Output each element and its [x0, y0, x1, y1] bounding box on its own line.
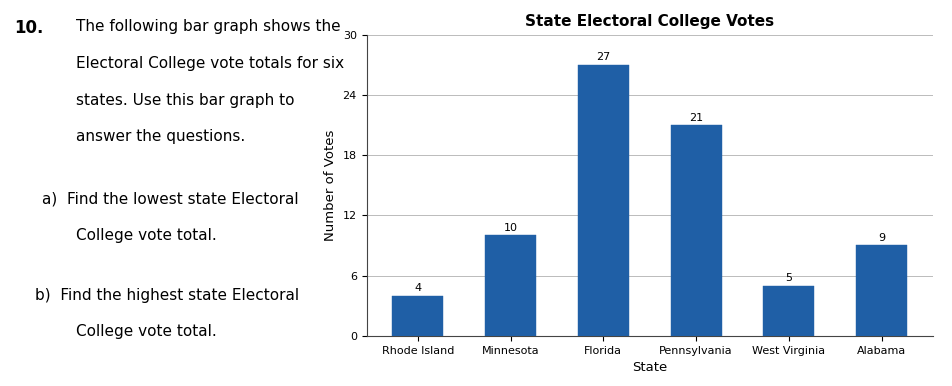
Bar — [578, 65, 629, 336]
Title: State Electoral College Votes: State Electoral College Votes — [526, 14, 774, 29]
Text: 5: 5 — [785, 273, 792, 283]
Bar — [486, 235, 536, 336]
Text: b)  Find the highest state Electoral: b) Find the highest state Electoral — [35, 288, 299, 303]
Text: answer the questions.: answer the questions. — [76, 129, 246, 144]
Text: Electoral College vote totals for six: Electoral College vote totals for six — [76, 56, 345, 71]
Text: 4: 4 — [414, 283, 422, 293]
Text: states. Use this bar graph to: states. Use this bar graph to — [76, 93, 295, 108]
Text: 27: 27 — [596, 52, 610, 62]
Text: College vote total.: College vote total. — [76, 228, 217, 243]
X-axis label: State: State — [632, 361, 667, 374]
Text: 9: 9 — [878, 233, 885, 243]
Bar — [764, 286, 814, 336]
Text: The following bar graph shows the: The following bar graph shows the — [76, 19, 341, 34]
Bar — [392, 296, 444, 336]
Text: 10: 10 — [504, 223, 518, 233]
Text: College vote total.: College vote total. — [76, 324, 217, 339]
Text: 10.: 10. — [14, 19, 43, 37]
Bar — [670, 125, 722, 336]
Bar — [856, 245, 907, 336]
Text: a)  Find the lowest state Electoral: a) Find the lowest state Electoral — [42, 191, 298, 206]
Text: 21: 21 — [689, 113, 704, 123]
Y-axis label: Number of Votes: Number of Votes — [324, 130, 337, 241]
